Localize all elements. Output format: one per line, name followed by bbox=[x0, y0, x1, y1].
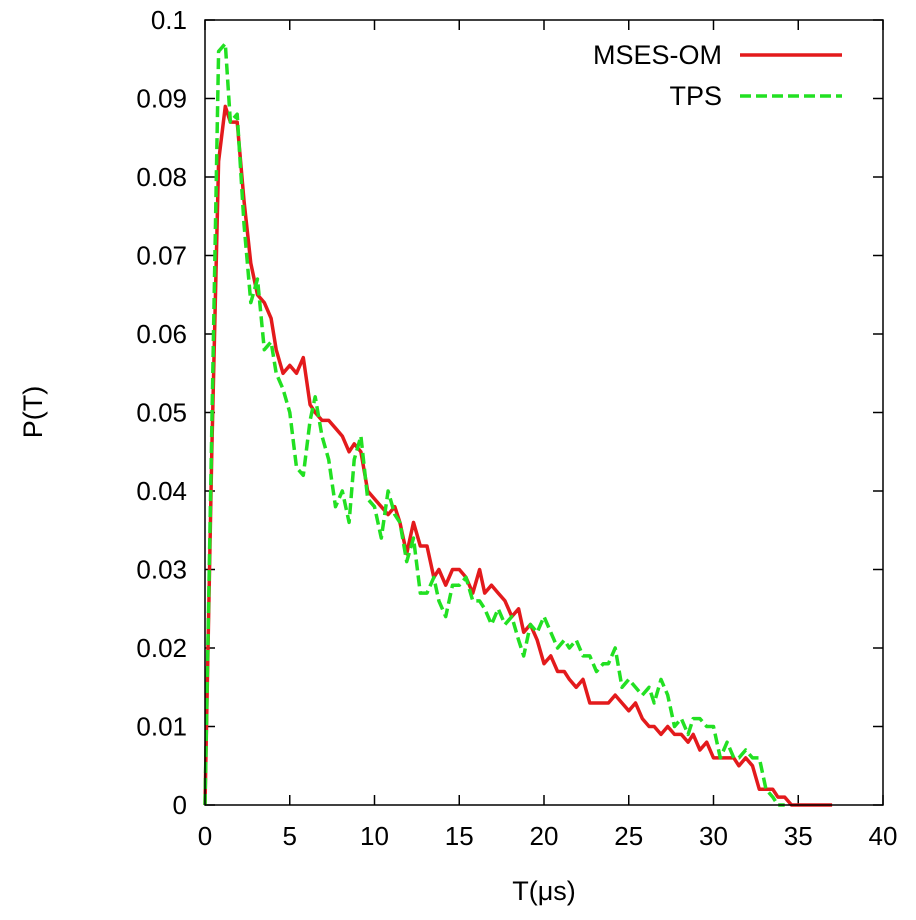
y-tick-label: 0.08 bbox=[136, 162, 187, 192]
x-tick-label: 40 bbox=[869, 821, 898, 851]
tick-labels: 0 5 10 15 20 25 30 35 40 0 0.01 0.02 0.03 0.04 0.05 0.0… bbox=[136, 5, 897, 851]
plot-frame bbox=[204, 19, 884, 806]
plot-series bbox=[203, 41, 833, 807]
x-axis-title: T(μs) bbox=[512, 876, 576, 906]
x-tick-label: 5 bbox=[283, 821, 297, 851]
x-tick-label: 20 bbox=[530, 821, 559, 851]
y-tick-label: 0.1 bbox=[151, 5, 187, 35]
y-tick-label: 0.07 bbox=[136, 241, 187, 271]
y-axis-title: P(T) bbox=[18, 386, 48, 438]
y-tick-label: 0.09 bbox=[136, 84, 187, 114]
legend-label: TPS bbox=[669, 81, 722, 111]
series-line-mses-om bbox=[203, 104, 833, 807]
y-tick-label: 0.02 bbox=[136, 633, 187, 663]
x-tick-label: 10 bbox=[360, 821, 389, 851]
y-tick-label: 0.05 bbox=[136, 398, 187, 428]
x-tick-label: 35 bbox=[784, 821, 813, 851]
series-line-tps bbox=[203, 41, 785, 807]
y-tick-label: 0 bbox=[173, 790, 187, 820]
y-tick-label: 0.01 bbox=[136, 712, 187, 742]
x-tick-label: 30 bbox=[699, 821, 728, 851]
y-tick-label: 0.06 bbox=[136, 319, 187, 349]
x-tick-label: 25 bbox=[614, 821, 643, 851]
x-tick-label: 0 bbox=[198, 821, 212, 851]
y-tick-label: 0.03 bbox=[136, 555, 187, 585]
y-tick-label: 0.04 bbox=[136, 476, 187, 506]
legend-label: MSES-OM bbox=[593, 40, 722, 70]
legend: MSES-OM TPS bbox=[593, 40, 842, 111]
x-tick-label: 15 bbox=[445, 821, 474, 851]
